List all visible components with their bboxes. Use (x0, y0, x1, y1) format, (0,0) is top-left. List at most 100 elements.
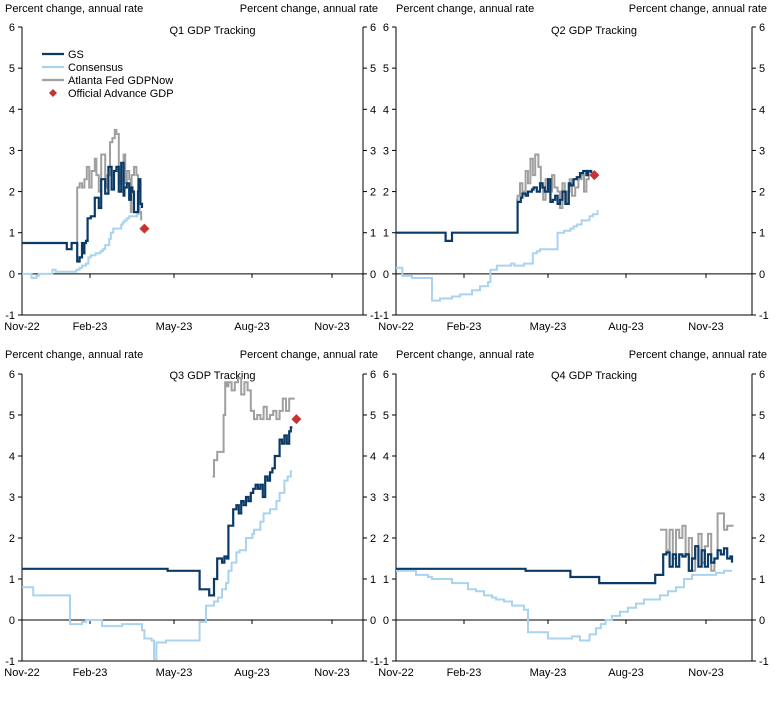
right-tick-label: 3 (370, 145, 376, 157)
left-tick-label: 0 (9, 269, 15, 281)
left-tick-label: 2 (383, 187, 389, 199)
chart-title: Q4 GDP Tracking (551, 370, 637, 382)
left-axis-label: Percent change, annual rate (5, 349, 143, 361)
x-tick-label: Nov-23 (314, 321, 349, 333)
right-tick-label: 1 (759, 574, 765, 586)
right-tick-label: 2 (370, 187, 376, 199)
chart-panel-4: Percent change, annual rate Percent chang… (378, 349, 769, 679)
right-tick-label: 1 (370, 228, 376, 240)
chart-title: Q2 GDP Tracking (551, 25, 637, 37)
advance-gdp-marker (291, 414, 302, 425)
left-tick-label: 4 (9, 104, 15, 116)
atlanta-fed-gdpnow-line (212, 377, 295, 478)
left-tick-label: 4 (383, 451, 389, 463)
left-tick-label: 5 (383, 63, 389, 75)
left-tick-label: 0 (9, 615, 15, 627)
chart-panel-3: Percent change, annual rate Percent chang… (4, 349, 380, 679)
x-tick-label: Aug-23 (234, 321, 269, 333)
left-tick-label: -1 (379, 310, 389, 322)
right-tick-label: 2 (759, 187, 765, 199)
right-tick-label: 3 (759, 492, 765, 504)
right-tick-label: 4 (370, 451, 376, 463)
right-tick-label: 6 (759, 22, 765, 34)
left-tick-label: 2 (9, 187, 15, 199)
left-axis-label: Percent change, annual rate (5, 3, 143, 15)
right-axis-label: Percent change, annual rate (240, 349, 378, 361)
left-tick-label: 5 (9, 63, 15, 75)
right-tick-label: 5 (759, 63, 765, 75)
chart-title: Q3 GDP Tracking (170, 370, 256, 382)
right-tick-label: 2 (370, 533, 376, 545)
legend-marker (49, 89, 57, 97)
gs-line (396, 169, 593, 242)
x-tick-label: May-23 (530, 321, 567, 333)
left-tick-label: -1 (5, 310, 15, 322)
x-tick-label: Feb-23 (73, 321, 108, 333)
atlanta-fed-gdpnow-line (76, 128, 143, 247)
x-tick-label: May-23 (156, 321, 193, 333)
right-tick-label: 5 (370, 63, 376, 75)
x-tick-label: Aug-23 (608, 667, 643, 679)
atlanta-fed-gdpnow-line (660, 512, 734, 572)
x-tick-label: Feb-23 (73, 667, 108, 679)
right-axis-label: Percent change, annual rate (629, 349, 767, 361)
right-tick-label: 3 (370, 492, 376, 504)
left-tick-label: 5 (9, 410, 15, 422)
right-tick-label: 6 (370, 369, 376, 381)
x-tick-label: Nov-23 (688, 667, 723, 679)
right-tick-label: -1 (759, 656, 769, 668)
left-tick-label: 2 (383, 533, 389, 545)
consensus-line (22, 470, 292, 660)
left-tick-label: -1 (5, 656, 15, 668)
left-tick-label: 6 (9, 369, 15, 381)
x-tick-label: May-23 (530, 667, 567, 679)
legend-label: Official Advance GDP (68, 88, 174, 100)
right-tick-label: -1 (370, 310, 380, 322)
left-tick-label: 3 (9, 145, 15, 157)
legend-label: Atlanta Fed GDPNow (68, 75, 173, 87)
advance-gdp-marker (139, 223, 150, 234)
x-tick-label: Nov-22 (378, 667, 413, 679)
left-tick-label: 6 (9, 22, 15, 34)
consensus-line (396, 210, 599, 302)
x-tick-label: Aug-23 (234, 667, 269, 679)
left-tick-label: 1 (9, 574, 15, 586)
consensus-line (396, 569, 732, 642)
right-tick-label: 5 (370, 410, 376, 422)
atlanta-fed-gdpnow-line (516, 153, 590, 209)
consensus-line (22, 211, 142, 279)
x-tick-label: Nov-23 (688, 321, 723, 333)
chart-title: Q1 GDP Tracking (170, 25, 256, 37)
right-tick-label: 0 (370, 269, 376, 281)
advance-gdp-marker (589, 170, 600, 181)
right-tick-label: 0 (759, 615, 765, 627)
right-tick-label: -1 (759, 310, 769, 322)
right-tick-label: 0 (759, 269, 765, 281)
left-tick-label: 1 (383, 228, 389, 240)
right-tick-label: 1 (370, 574, 376, 586)
left-tick-label: 6 (383, 369, 389, 381)
x-tick-label: Nov-22 (4, 667, 39, 679)
right-tick-label: 4 (759, 451, 765, 463)
left-tick-label: 2 (9, 533, 15, 545)
x-tick-label: Feb-23 (447, 321, 482, 333)
right-tick-label: 4 (370, 104, 376, 116)
right-axis-label: Percent change, annual rate (629, 3, 767, 15)
left-tick-label: 0 (383, 269, 389, 281)
right-tick-label: -1 (370, 656, 380, 668)
right-tick-label: 1 (759, 228, 765, 240)
left-tick-label: 0 (383, 615, 389, 627)
left-tick-label: 5 (383, 410, 389, 422)
left-axis-label: Percent change, annual rate (396, 349, 534, 361)
left-tick-label: 3 (383, 145, 389, 157)
x-tick-label: Nov-22 (378, 321, 413, 333)
gs-line (22, 426, 293, 597)
x-tick-label: Aug-23 (608, 321, 643, 333)
left-tick-label: 1 (383, 574, 389, 586)
chart-panel-2: Percent change, annual rate Percent chang… (378, 3, 769, 333)
gs-line (22, 161, 144, 263)
x-tick-label: Nov-22 (4, 321, 39, 333)
